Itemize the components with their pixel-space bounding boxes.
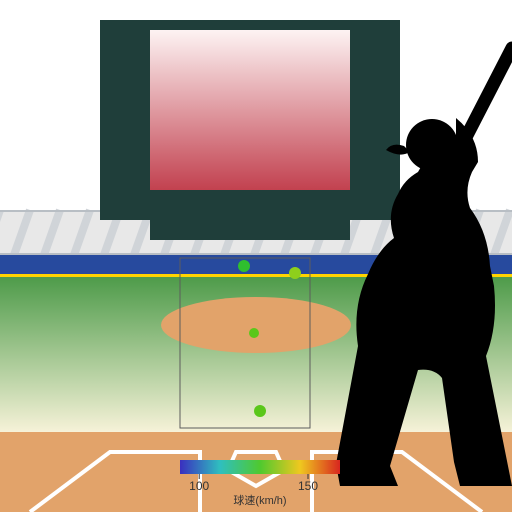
scoreboard — [100, 20, 400, 240]
legend-tick-label: 100 — [189, 479, 209, 493]
legend-tick-label: 150 — [298, 479, 318, 493]
pitch-marker — [238, 260, 250, 272]
pitch-location-chart: 100 150 球速(km/h) — [0, 0, 512, 512]
pitch-marker — [289, 267, 301, 279]
pitch-marker — [254, 405, 266, 417]
pitchers-mound — [161, 297, 351, 353]
pitch-marker — [249, 328, 259, 338]
legend-axis-label: 球速(km/h) — [233, 493, 286, 507]
